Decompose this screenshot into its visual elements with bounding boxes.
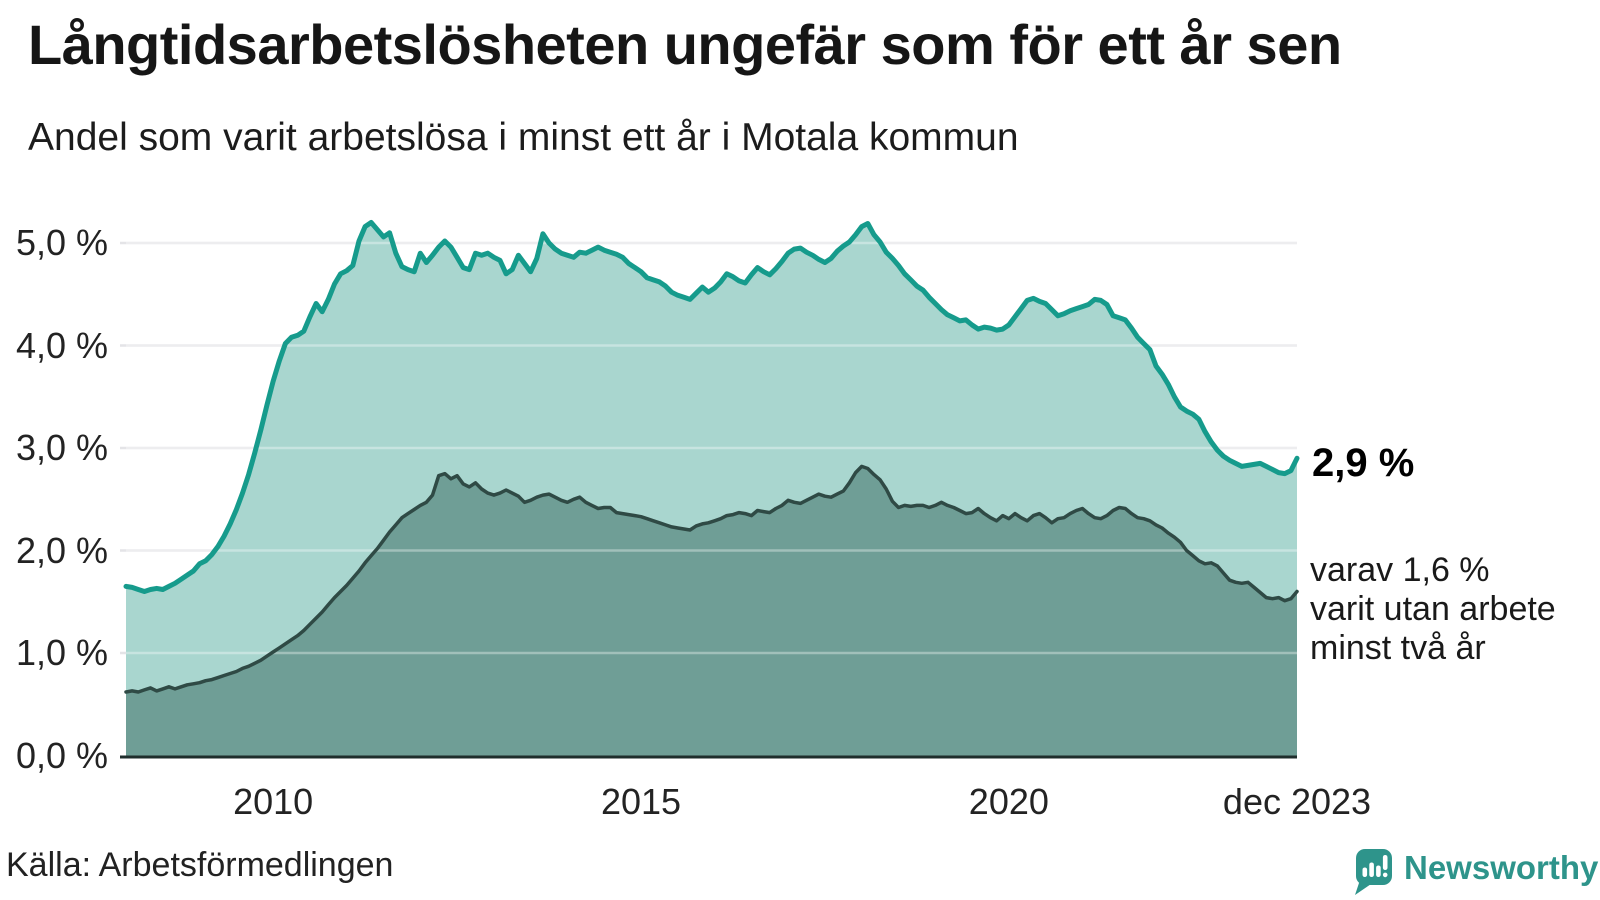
source-credit: Källa: Arbetsförmedlingen [6,846,394,884]
x-tick-2015: 2015 [600,781,682,822]
plot-geometry [120,220,1300,759]
series-secondary-label-line3: minst två år [1310,629,1486,667]
y-tick-5: 5,0 % [15,222,108,263]
newsworthy-wordmark: Newsworthy [1404,849,1599,886]
y-tick-0: 0,0 % [15,734,108,776]
speech-bubble-icon [1355,849,1392,895]
y-tick-3: 3,0 % [15,427,108,468]
series-end-value-label: 2,9 % [1312,441,1415,485]
page-title: Långtidsarbetslösheten ungefär som för e… [28,13,1342,76]
x-tick-dec-2023: dec 2023 [1222,781,1372,822]
y-tick-4: 4,0 % [15,324,108,366]
y-tick-1: 1,0 % [15,632,108,673]
series-secondary-label: varav 1,6 % varit utan arbete minst två … [1310,551,1556,668]
series-secondary-label-line1: varav 1,6 % [1310,551,1490,589]
x-tick-2010: 2010 [233,781,314,822]
series-secondary-label-line2: varit utan arbete [1310,590,1556,628]
chart-subtitle: Andel som varit arbetslösa i minst ett å… [28,116,1019,159]
newsworthy-logo-icon [1355,849,1392,895]
y-tick-2: 2,0 % [15,529,108,571]
x-tick-2020: 2020 [968,781,1049,822]
